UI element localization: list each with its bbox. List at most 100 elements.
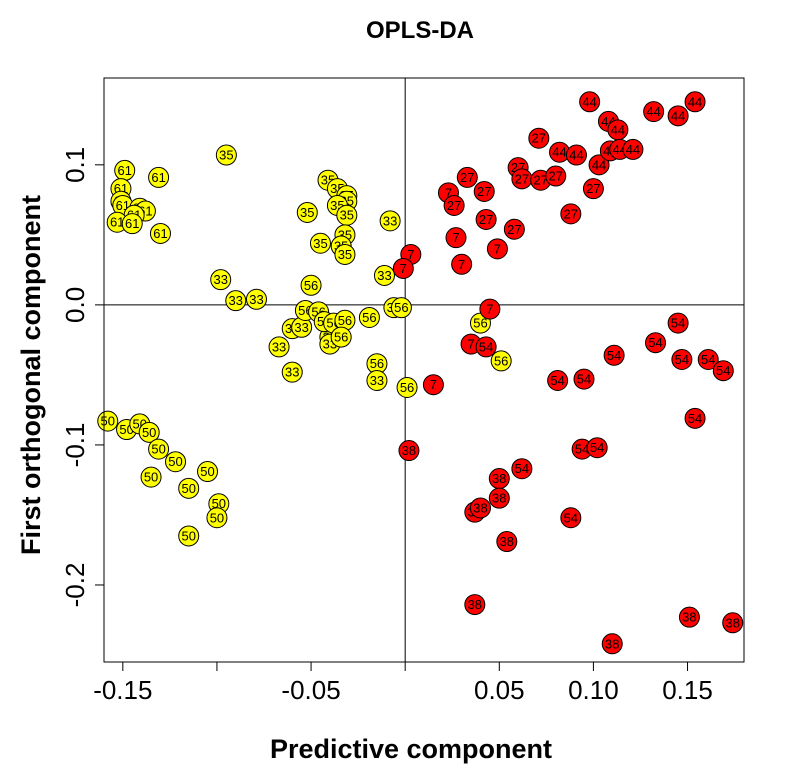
point-marker (149, 222, 171, 244)
data-point: 54 (671, 348, 693, 370)
data-point: 27 (582, 178, 604, 200)
point-marker (469, 497, 491, 519)
point-marker (503, 218, 525, 240)
point-label: 50 (144, 470, 158, 485)
point-label: 38 (492, 491, 506, 506)
point-label: 33 (370, 373, 384, 388)
data-point: 33 (379, 210, 401, 232)
point-label: 27 (533, 173, 547, 188)
point-label: 56 (473, 316, 487, 331)
x-tick-label: 0.10 (568, 675, 619, 705)
point-label: 44 (611, 122, 625, 137)
data-point: 50 (206, 507, 228, 529)
point-marker (97, 410, 119, 432)
point-marker (148, 438, 170, 460)
data-point: 50 (197, 461, 219, 483)
point-marker (281, 361, 303, 383)
point-label: 50 (168, 454, 182, 469)
data-point: 44 (549, 141, 571, 163)
data-point: 61 (114, 159, 136, 181)
point-label: 27 (532, 131, 546, 146)
point-label: 54 (716, 363, 730, 378)
point-marker (560, 203, 582, 225)
point-label: 27 (479, 212, 493, 227)
point-label: 35 (338, 247, 352, 262)
point-label: 56 (400, 380, 414, 395)
y-tick-label: 0.0 (60, 287, 90, 323)
point-label: 54 (590, 440, 604, 455)
point-label: 7 (407, 247, 414, 262)
data-point: 44 (579, 91, 601, 113)
point-marker (178, 477, 200, 499)
point-label: 50 (181, 528, 195, 543)
data-point: 44 (565, 144, 587, 166)
point-label: 27 (447, 198, 461, 213)
data-point: 27 (560, 203, 582, 225)
point-marker (712, 360, 734, 382)
point-marker (464, 594, 486, 616)
data-point: 54 (645, 332, 667, 354)
point-label: 50 (151, 442, 165, 457)
data-point: 44 (684, 91, 706, 113)
data-point: 50 (165, 451, 187, 473)
point-marker (645, 332, 667, 354)
data-point: 27 (503, 218, 525, 240)
point-label: 56 (338, 313, 352, 328)
data-point: 33 (245, 288, 267, 310)
data-point: 56 (396, 377, 418, 399)
point-label: 35 (313, 236, 327, 251)
point-marker (528, 127, 550, 149)
point-marker (511, 458, 533, 480)
point-label: 38 (682, 610, 696, 625)
point-marker (140, 466, 162, 488)
data-point: 27 (473, 180, 495, 202)
point-label: 27 (515, 171, 529, 186)
point-label: 33 (272, 339, 286, 354)
point-marker (210, 269, 232, 291)
point-marker (148, 166, 170, 188)
point-marker (643, 101, 665, 123)
data-point: 35 (215, 144, 237, 166)
data-point: 33 (210, 269, 232, 291)
point-label: 27 (549, 169, 563, 184)
point-label: 54 (675, 352, 689, 367)
point-marker (588, 154, 610, 176)
point-label: 38 (492, 471, 506, 486)
data-point: 27 (528, 127, 550, 149)
point-marker (667, 105, 689, 127)
point-label: 38 (500, 534, 514, 549)
data-point: 50 (138, 421, 160, 443)
data-point: 54 (697, 348, 719, 370)
data-point: 27 (545, 165, 567, 187)
point-label: 27 (460, 170, 474, 185)
point-marker (138, 421, 160, 443)
point-label: 33 (383, 213, 397, 228)
point-marker (722, 612, 744, 634)
plot-frame (103, 77, 745, 663)
x-axis-title: Predictive component (270, 734, 552, 764)
data-point: 56 (390, 297, 412, 319)
point-label: 50 (200, 464, 214, 479)
point-marker (268, 336, 290, 358)
data-point: 54 (712, 360, 734, 382)
point-marker (622, 138, 644, 160)
data-point: 33 (225, 290, 247, 312)
point-marker (373, 264, 395, 286)
point-label: 44 (671, 108, 685, 123)
data-point: 54 (511, 458, 533, 480)
data-point: 27 (443, 194, 465, 216)
data-point: 33 (366, 370, 388, 392)
point-marker (334, 243, 356, 265)
data-point: 7 (392, 257, 414, 279)
point-label: 54 (701, 352, 715, 367)
point-marker (225, 290, 247, 312)
data-point: 56 (490, 350, 512, 372)
point-marker (582, 178, 604, 200)
point-label: 44 (569, 148, 583, 163)
point-marker (215, 144, 237, 166)
data-point: 54 (586, 437, 608, 459)
point-label: 33 (213, 272, 227, 287)
point-label: 61 (117, 163, 131, 178)
point-marker (601, 633, 623, 655)
